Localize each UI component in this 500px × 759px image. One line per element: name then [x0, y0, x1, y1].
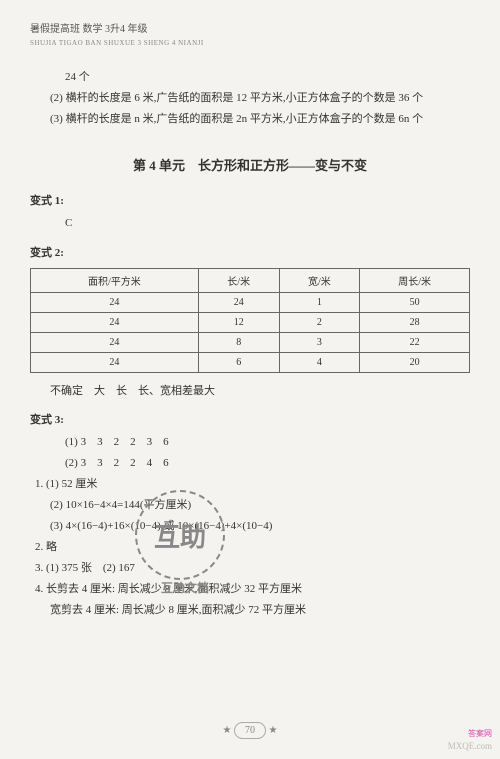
problem-1-2: (2) 10×16−4×4=144(平方厘米) — [50, 495, 470, 516]
bianshi3-line1: (1) 3 3 2 2 3 6 — [65, 432, 470, 453]
table-row: 24 8 3 22 — [31, 332, 470, 352]
problem-3: 3. (1) 375 张 (2) 167 — [35, 558, 470, 579]
table-header: 周长/米 — [360, 268, 470, 292]
problem-4-2: 宽剪去 4 厘米: 周长减少 8 厘米,面积减少 72 平方厘米 — [50, 600, 470, 621]
answer-item-2: (2) 横杆的长度是 6 米,广告纸的面积是 12 平方米,小正方体盒子的个数是… — [50, 88, 470, 109]
problem-2: 2. 略 — [35, 537, 470, 558]
table-row: 24 12 2 28 — [31, 312, 470, 332]
page-number: 70 — [234, 722, 266, 739]
answer-24: 24 个 — [65, 67, 470, 88]
bianshi1-answer: C — [65, 213, 470, 234]
section-title: 第 4 单元 长方形和正方形——变与不变 — [30, 155, 470, 174]
answer-item-3: (3) 横杆的长度是 n 米,广告纸的面积是 2n 平方米,小正方体盒子的个数是… — [50, 109, 470, 130]
bianshi2-table: 面积/平方米 长/米 宽/米 周长/米 24 24 1 50 24 12 2 2… — [30, 268, 470, 373]
table-row: 24 24 1 50 — [31, 292, 470, 312]
corner-answer-mark: 答案网 — [468, 728, 492, 739]
corner-url-mark: MXQE.com — [448, 741, 492, 751]
bianshi1-label: 变式 1: — [30, 192, 470, 208]
problem-1-3: (3) 4×(16−4)+16×(10−4) 或 10×(16−4)+4×(10… — [50, 516, 470, 537]
bianshi2-label: 变式 2: — [30, 244, 470, 260]
table-header: 长/米 — [198, 268, 279, 292]
problem-4-1: 4. 长剪去 4 厘米: 周长减少 8 厘米,面积减少 32 平方厘米 — [35, 579, 470, 600]
bianshi3-label: 变式 3: — [30, 411, 470, 427]
table-row: 24 6 4 20 — [31, 352, 470, 372]
bianshi2-conclusion: 不确定 大 长 长、宽相差最大 — [50, 381, 470, 402]
table-header: 面积/平方米 — [31, 268, 199, 292]
page-footer: ★ 70 ★ — [0, 722, 500, 739]
problem-1-1: 1. (1) 52 厘米 — [35, 474, 470, 495]
book-header-pinyin: SHUJIA TIGAO BAN SHUXUE 3 SHENG 4 NIANJI — [30, 39, 470, 47]
table-header: 宽/米 — [279, 268, 360, 292]
bianshi3-line2: (2) 3 3 2 2 4 6 — [65, 453, 470, 474]
book-header: 暑假提高班 数学 3升4 年级 — [30, 20, 470, 35]
